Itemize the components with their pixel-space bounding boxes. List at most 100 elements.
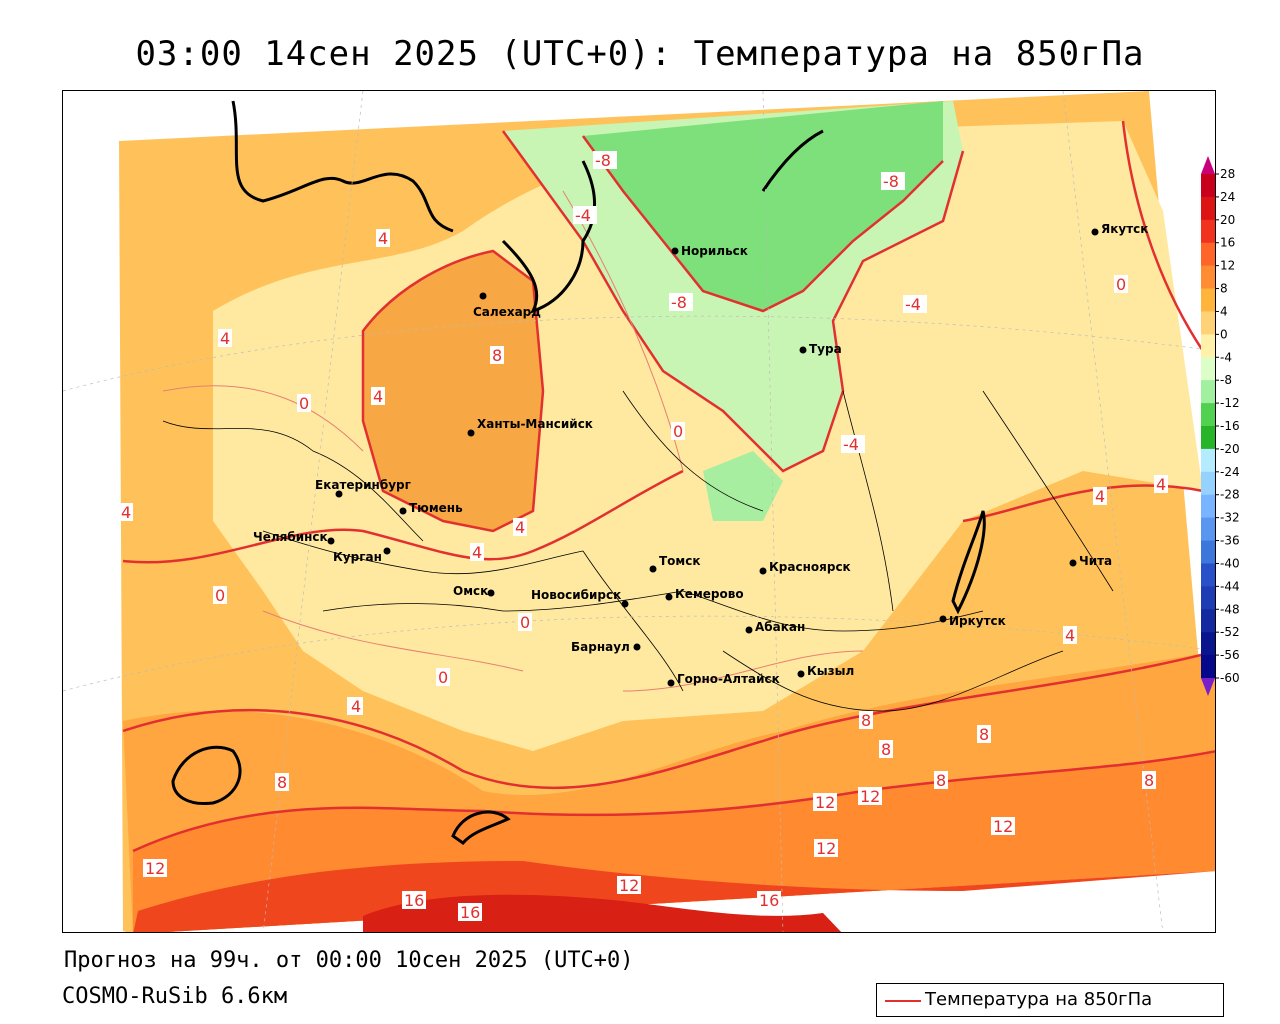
svg-text:12: 12	[815, 793, 835, 812]
colorbar-tick-label: -8	[1220, 373, 1232, 387]
colorbar-tick-label: 4	[1220, 304, 1228, 318]
colorbar-tick-label: 8	[1220, 282, 1228, 296]
colorbar-tick-label: 28	[1220, 167, 1235, 181]
city-khanty-mansiysk: Ханты-Мансийск	[467, 417, 593, 437]
svg-text:Чита: Чита	[1079, 554, 1112, 568]
colorbar-swatch	[1201, 174, 1215, 198]
svg-text:8: 8	[936, 771, 946, 790]
colorbar-swatch	[1201, 494, 1215, 519]
city-novosibirsk: Новосибирск	[531, 588, 629, 608]
svg-text:-8: -8	[883, 172, 899, 191]
svg-text:4: 4	[1095, 487, 1105, 506]
svg-text:Тура: Тура	[809, 342, 842, 356]
colorbar-tick-label: -36	[1220, 534, 1240, 548]
iso-label: 8	[490, 346, 504, 365]
zone-minus4-east	[703, 451, 783, 521]
colorbar-swatch	[1201, 403, 1215, 427]
svg-text:4: 4	[515, 518, 525, 537]
colorbar-tick-label: -40	[1220, 556, 1240, 570]
svg-text:Челябинск: Челябинск	[253, 530, 328, 544]
iso-label: 4	[1093, 487, 1107, 506]
svg-text:8: 8	[1144, 771, 1154, 790]
colorbar-tick-label: 20	[1220, 213, 1235, 227]
colorbar-tick-label: 0	[1220, 327, 1228, 341]
svg-text:4: 4	[472, 543, 482, 562]
colorbar-tick-label: -44	[1220, 579, 1240, 593]
city-chita: Чита	[1069, 554, 1112, 568]
svg-text:0: 0	[1116, 275, 1126, 294]
svg-text:4: 4	[373, 387, 383, 406]
svg-text:-4: -4	[843, 435, 859, 454]
iso-label: 16	[402, 891, 426, 910]
iso-label: -4	[841, 435, 865, 454]
iso-label: 12	[814, 839, 838, 858]
svg-text:12: 12	[860, 787, 880, 806]
page-title: 03:00 14сен 2025 (UTC+0): Температура на…	[135, 34, 1145, 74]
city-tura: Тура	[799, 342, 842, 356]
model-info: COSMO-RuSib 6.6км	[62, 984, 288, 1009]
zone-4-8-west	[363, 251, 543, 531]
colorbar-swatch	[1201, 380, 1215, 404]
svg-text:12: 12	[816, 839, 836, 858]
iso-label: 12	[143, 859, 167, 878]
colorbar-swatch	[1201, 632, 1215, 656]
iso-label: 8	[934, 771, 948, 790]
coastlines	[171, 100, 986, 846]
city-tomsk: Томск	[649, 554, 701, 573]
isotherms	[122, 120, 1215, 853]
colorbar-tick-label: -24	[1220, 465, 1240, 479]
iso-label: -8	[669, 293, 693, 312]
legend-label: Температура на 850гПа	[925, 989, 1153, 1010]
svg-text:12: 12	[993, 817, 1013, 836]
svg-text:-4: -4	[905, 295, 921, 314]
iso-label: 4	[371, 387, 385, 406]
iso-label: 8	[1142, 771, 1156, 790]
svg-text:16: 16	[404, 891, 424, 910]
iso-label: 0	[518, 613, 532, 632]
temperature-map[interactable]: Якутск Норильск Салехард Тура Ханты-Манс…	[62, 90, 1216, 933]
svg-text:Норильск: Норильск	[681, 244, 748, 258]
temperature-colorbar: 28 24 20 16 12 8 4 0 -4 -8 -12 -16 -20 -24 -28 -32 -36 -4…	[1201, 156, 1240, 696]
colorbar-swatch	[1201, 586, 1215, 610]
legend: Температура на 850гПа	[876, 983, 1224, 1017]
svg-text:4: 4	[1156, 475, 1166, 494]
city-markers: Якутск Норильск Салехард Тура Ханты-Манс…	[253, 222, 1148, 687]
map-canvas[interactable]: Якутск Норильск Салехард Тура Ханты-Манс…	[63, 91, 1216, 933]
colorbar-swatches	[1201, 174, 1215, 679]
colorbar-swatch	[1201, 219, 1215, 244]
city-kemerovo: Кемерово	[665, 587, 744, 601]
iso-label: -4	[903, 295, 927, 314]
svg-text:-8: -8	[595, 151, 611, 170]
colorbar-tick-label: -28	[1220, 488, 1240, 502]
colorbar-swatch	[1201, 540, 1215, 564]
colorbar-swatch	[1201, 311, 1215, 335]
svg-text:16: 16	[460, 903, 480, 922]
city-krasnoyarsk: Красноярск	[759, 560, 851, 575]
svg-text:8: 8	[881, 740, 891, 759]
colorbar-swatch	[1201, 609, 1215, 633]
svg-text:16: 16	[759, 891, 779, 910]
isotherm-labels: 4 4 4 8 0 4 4 4 0 0 0 4 4 4 4 -8 -8 -4 -…	[119, 151, 1168, 922]
svg-text:Красноярск: Красноярск	[769, 560, 851, 574]
svg-text:0: 0	[520, 613, 530, 632]
svg-text:Иркутск: Иркутск	[949, 614, 1006, 628]
colorbar-swatch	[1201, 334, 1215, 358]
colorbar-tick-label: -32	[1220, 511, 1240, 525]
svg-text:12: 12	[619, 876, 639, 895]
colorbar-tick-label: -4	[1220, 350, 1232, 364]
iso-label: 0	[1114, 275, 1128, 294]
svg-text:Омск: Омск	[453, 584, 488, 598]
colorbar-tick-label: 16	[1220, 236, 1235, 250]
colorbar-tick-label: 24	[1220, 190, 1235, 204]
svg-text:-8: -8	[671, 293, 687, 312]
colorbar-swatch	[1201, 471, 1215, 496]
colorbar-swatch	[1201, 448, 1215, 473]
svg-text:8: 8	[277, 773, 287, 792]
svg-text:0: 0	[299, 394, 309, 413]
city-chelyabinsk: Челябинск	[253, 530, 335, 545]
city-tyumen: Тюмень	[399, 501, 463, 515]
svg-text:4: 4	[378, 229, 388, 248]
iso-label: 8	[859, 711, 873, 730]
colorbar-swatch	[1201, 196, 1215, 221]
city-gorno-altaysk: Горно-Алтайск	[667, 672, 780, 687]
